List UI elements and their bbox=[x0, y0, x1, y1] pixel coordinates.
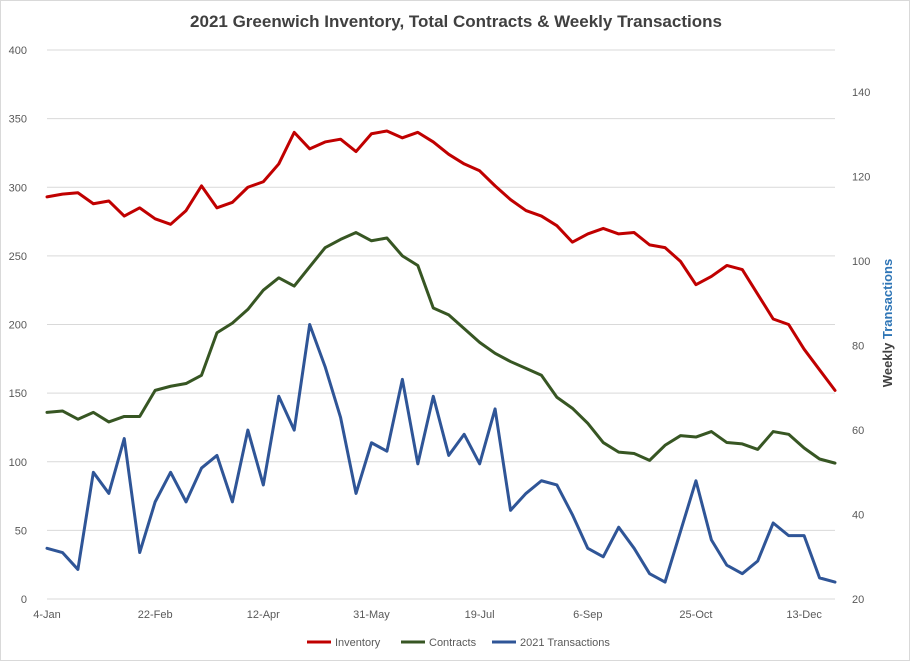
x-tick-label: 19-Jul bbox=[465, 609, 495, 621]
right-tick-label: 60 bbox=[852, 425, 864, 437]
x-tick-label: 22-Feb bbox=[138, 609, 173, 621]
x-tick-label: 13-Dec bbox=[786, 609, 822, 621]
legend-label-2021-transactions: 2021 Transactions bbox=[520, 637, 610, 649]
2021-transactions-line bbox=[45, 323, 837, 584]
legend-label-contracts: Contracts bbox=[429, 637, 477, 649]
x-tick-label: 6-Sep bbox=[573, 609, 602, 621]
right-tick-label: 40 bbox=[852, 510, 864, 522]
gridlines bbox=[47, 49, 835, 600]
left-axis: 0 50 100 150 200 250 300 350 400 bbox=[9, 45, 27, 606]
right-tick-label: 120 bbox=[852, 172, 870, 184]
x-tick-label: 12-Apr bbox=[247, 609, 280, 621]
x-tick-label: 4-Jan bbox=[33, 609, 61, 621]
left-tick-label: 50 bbox=[15, 525, 27, 537]
right-axis-label-part-1: Weekly bbox=[880, 339, 895, 387]
right-axis-label-part-2: Transactions bbox=[880, 259, 895, 339]
left-tick-label: 0 bbox=[21, 594, 27, 606]
right-tick-label: 20 bbox=[852, 594, 864, 606]
legend-label-inventory: Inventory bbox=[335, 637, 381, 649]
left-tick-label: 100 bbox=[9, 457, 27, 469]
left-tick-label: 250 bbox=[9, 251, 27, 263]
right-tick-label: 80 bbox=[852, 341, 864, 353]
contracts-line bbox=[45, 231, 837, 465]
right-axis: 20 40 60 80 100 120 140 bbox=[852, 87, 870, 606]
left-tick-label: 350 bbox=[9, 114, 27, 126]
legend: Inventory Contracts 2021 Transactions bbox=[307, 637, 610, 649]
right-axis-label: Weekly Transactions bbox=[880, 259, 895, 387]
left-tick-label: 150 bbox=[9, 388, 27, 400]
chart-title: 2021 Greenwich Inventory, Total Contract… bbox=[190, 12, 722, 31]
left-tick-label: 400 bbox=[9, 45, 27, 57]
series-lines bbox=[45, 129, 837, 584]
right-tick-label: 140 bbox=[852, 87, 870, 99]
x-tick-label: 25-Oct bbox=[679, 609, 712, 621]
inventory-line bbox=[45, 129, 837, 392]
x-tick-label: 31-May bbox=[353, 609, 390, 621]
right-tick-label: 100 bbox=[852, 256, 870, 268]
x-axis: 4-Jan 22-Feb 12-Apr 31-May 19-Jul 6-Sep 25-Oct… bbox=[33, 609, 822, 621]
left-tick-label: 300 bbox=[9, 182, 27, 194]
left-tick-label: 200 bbox=[9, 320, 27, 332]
